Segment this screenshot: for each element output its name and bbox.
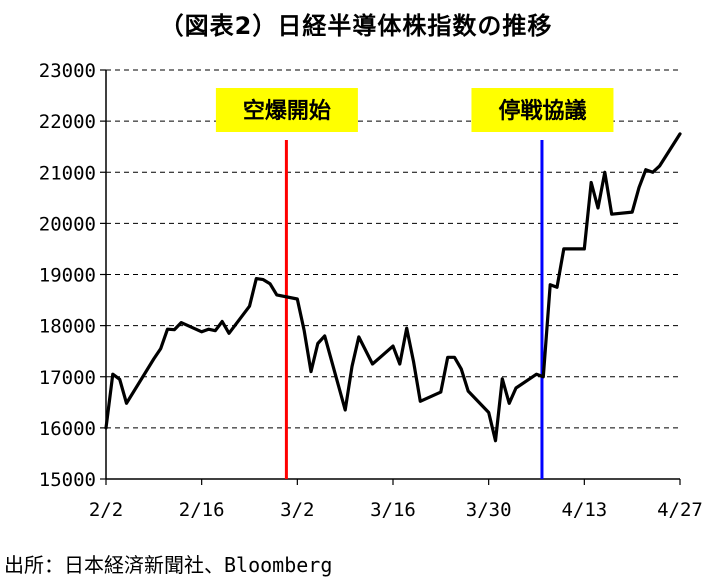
data-point bbox=[200, 330, 203, 333]
data-point bbox=[179, 321, 183, 324]
data-point bbox=[487, 411, 490, 414]
y-tick-label: 16000 bbox=[39, 418, 96, 440]
y-tick-label: 20000 bbox=[39, 213, 96, 235]
chart-title: （図表2）日経半導体株指数の推移 bbox=[159, 12, 553, 40]
event-label-box-1 bbox=[215, 88, 358, 132]
data-point bbox=[173, 328, 176, 331]
data-point bbox=[405, 326, 408, 330]
data-point bbox=[494, 439, 497, 442]
x-tick-label: 3/2 bbox=[280, 499, 314, 521]
data-point bbox=[371, 362, 374, 366]
data-point bbox=[391, 344, 395, 348]
data-point bbox=[398, 362, 402, 366]
x-tick-label: 3/30 bbox=[466, 499, 512, 521]
y-tick-labels: 15000 16000 17000 18000 19000 20000 21000 22000… bbox=[39, 60, 96, 491]
data-point bbox=[555, 286, 559, 289]
event-label-box-2 bbox=[471, 88, 614, 132]
data-point bbox=[275, 293, 279, 297]
x-tick-label: 4/27 bbox=[657, 499, 703, 521]
data-point bbox=[111, 372, 115, 376]
data-point bbox=[419, 400, 422, 403]
data-point bbox=[439, 390, 443, 394]
y-tick-label: 21000 bbox=[39, 162, 96, 184]
data-point bbox=[323, 334, 326, 338]
x-tick-label: 2/2 bbox=[89, 499, 123, 521]
y-tick-label: 22000 bbox=[39, 111, 96, 133]
x-tick-label: 3/16 bbox=[370, 499, 416, 521]
y-tick-label: 19000 bbox=[39, 265, 96, 287]
data-point bbox=[535, 372, 538, 376]
data-point bbox=[343, 408, 347, 412]
data-point bbox=[644, 168, 648, 171]
data-point bbox=[583, 247, 586, 251]
data-point bbox=[104, 426, 108, 430]
data-point bbox=[118, 378, 121, 381]
x-tick-label: 2/16 bbox=[179, 499, 225, 521]
data-point bbox=[207, 328, 210, 331]
data-point bbox=[507, 402, 511, 405]
data-point bbox=[125, 402, 128, 405]
data-point bbox=[630, 210, 634, 214]
data-point bbox=[350, 365, 354, 368]
data-point bbox=[159, 347, 162, 350]
data-point bbox=[637, 186, 641, 189]
data-point bbox=[514, 386, 518, 390]
data-point bbox=[268, 282, 272, 285]
source-note: 出所：日本経済新聞社、Bloomberg bbox=[4, 553, 333, 577]
data-point bbox=[261, 278, 265, 281]
y-tick-label: 17000 bbox=[39, 367, 96, 389]
data-point bbox=[357, 335, 361, 339]
series-lines bbox=[104, 132, 682, 443]
data-point bbox=[227, 332, 231, 335]
data-point bbox=[166, 328, 169, 331]
data-point bbox=[460, 367, 463, 371]
data-point bbox=[255, 277, 258, 280]
data-point bbox=[453, 356, 456, 359]
data-point bbox=[316, 342, 320, 345]
data-point bbox=[309, 370, 313, 373]
data-point bbox=[610, 212, 613, 216]
data-point bbox=[548, 283, 552, 286]
y-tick-label: 23000 bbox=[39, 60, 96, 82]
event-labels: 空爆開始 停戦協議 bbox=[215, 88, 614, 132]
event-markers bbox=[284, 140, 544, 479]
data-point bbox=[412, 360, 415, 363]
data-point bbox=[501, 377, 504, 380]
data-point bbox=[603, 171, 607, 174]
data-point bbox=[248, 304, 251, 308]
x-tick-labels: 2/2 2/16 3/2 3/16 3/30 4/13 4/27 bbox=[89, 499, 703, 521]
data-point bbox=[302, 329, 306, 332]
data-point bbox=[220, 320, 224, 323]
x-tick-label: 4/13 bbox=[561, 499, 607, 521]
data-point bbox=[589, 181, 593, 184]
series-line-1 bbox=[104, 132, 682, 443]
y-tick-label: 15000 bbox=[39, 469, 96, 491]
data-point bbox=[446, 356, 449, 359]
axes bbox=[100, 69, 681, 485]
data-point bbox=[562, 247, 566, 251]
data-point bbox=[651, 171, 654, 174]
event-label-1: 空爆開始 bbox=[243, 98, 331, 124]
data-point bbox=[152, 357, 156, 361]
data-point bbox=[296, 297, 299, 301]
data-point bbox=[658, 164, 661, 168]
y-tick-label: 18000 bbox=[39, 316, 96, 338]
data-point bbox=[542, 375, 545, 378]
data-point bbox=[678, 132, 682, 136]
data-point bbox=[596, 206, 600, 210]
event-label-2: 停戦協議 bbox=[498, 98, 586, 124]
data-point bbox=[214, 329, 217, 332]
data-point bbox=[466, 389, 470, 393]
